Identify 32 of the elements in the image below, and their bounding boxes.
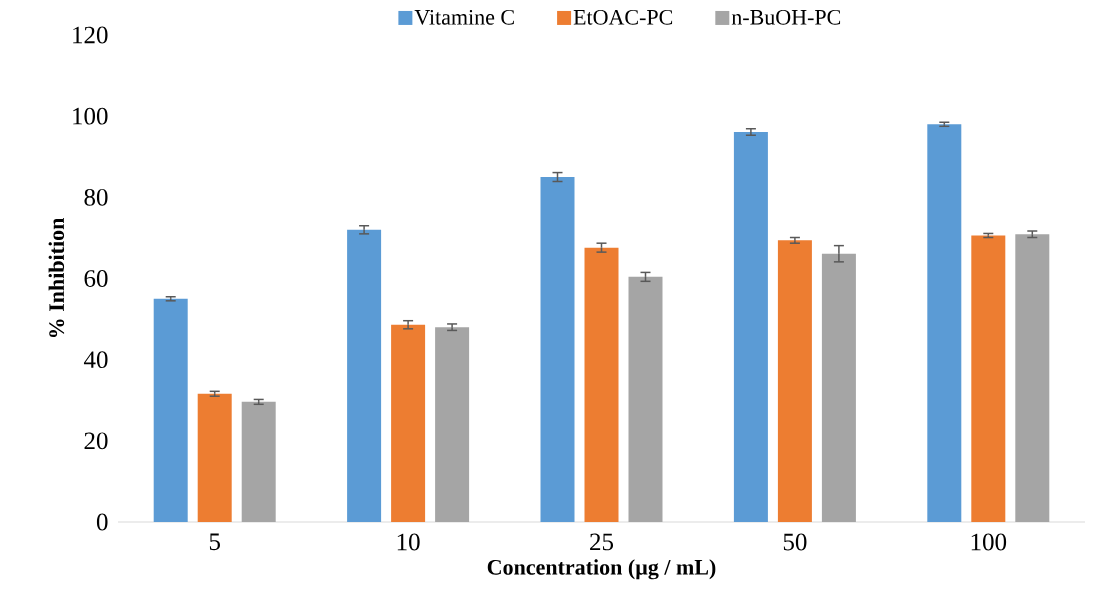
x-tick-label: 50 <box>783 533 807 551</box>
bar <box>241 401 276 522</box>
bar <box>927 124 962 522</box>
bar <box>153 298 188 522</box>
x-tick-label: 10 <box>397 533 420 551</box>
bar <box>821 253 856 522</box>
y-tick-label: 60 <box>84 270 108 287</box>
y-tick-label: 0 <box>96 513 108 531</box>
y-tick-label: 120 <box>73 26 108 44</box>
legend-label: Vitamine C <box>414 9 514 25</box>
bar <box>971 235 1006 522</box>
legend-label: n-BuOH-PC <box>731 9 841 25</box>
legend-label: EtOAC-PC <box>573 9 673 25</box>
bar <box>1015 234 1050 522</box>
bar <box>733 131 768 522</box>
y-tick-label: 40 <box>83 351 108 369</box>
y-tick-label: 80 <box>84 188 108 206</box>
bar <box>628 276 663 522</box>
y-tick-label: 100 <box>73 107 108 125</box>
x-tick-label: 100 <box>971 533 1007 551</box>
x-axis-title: Concentration (µg / mL) <box>487 559 716 580</box>
y-tick-label: 20 <box>84 432 108 450</box>
x-tick-label: 5 <box>209 533 220 551</box>
bar <box>777 240 812 522</box>
bar <box>584 247 619 522</box>
bar <box>197 393 232 522</box>
y-axis-title: % Inhibition <box>48 218 65 338</box>
x-tick-label: 25 <box>590 533 614 551</box>
bar <box>347 229 382 522</box>
bar <box>540 177 575 522</box>
bar <box>391 324 426 522</box>
bar <box>435 327 470 522</box>
